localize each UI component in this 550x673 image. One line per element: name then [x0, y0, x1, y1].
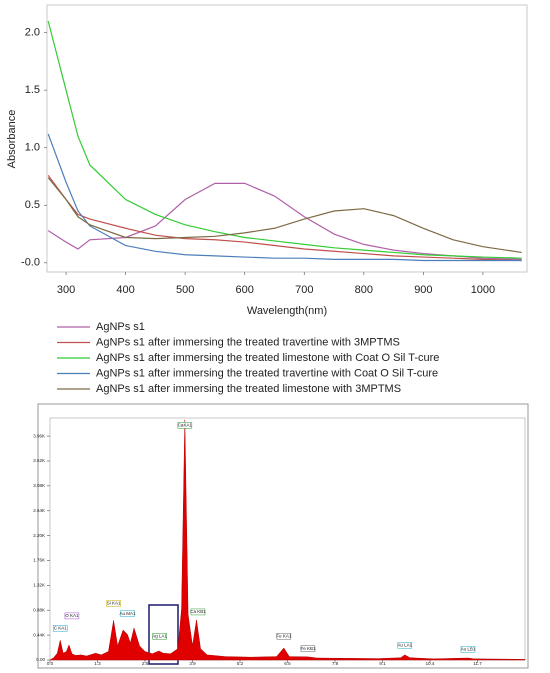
- x-tick-label: 6.5: [284, 661, 291, 666]
- x-tick-label: 1.3: [94, 661, 101, 666]
- y-tick-label: -0.0: [21, 257, 40, 269]
- x-tick-label: 11.7: [473, 661, 482, 666]
- x-axis-label: Wavelength(nm): [247, 305, 327, 317]
- y-tick-label: 1.0: [25, 142, 40, 154]
- x-tick-label: 700: [295, 284, 313, 296]
- legend-label: AgNPs s1 after immersing the treated lim…: [96, 383, 401, 395]
- y-tick-label: 3.96K: [33, 433, 45, 438]
- peak-label-box: [52, 625, 68, 632]
- highlight-box: [148, 604, 179, 665]
- peak-label: Ca KB1: [190, 609, 206, 614]
- series-line: [47, 20, 522, 259]
- legend-label: AgNPs s1 after immersing the treated tra…: [96, 336, 400, 348]
- peak-label: Ag LA1: [152, 633, 167, 638]
- plot-area: [46, 4, 528, 273]
- y-tick-label: 1.5: [25, 84, 40, 96]
- series-line: [47, 177, 522, 254]
- x-tick-label: 400: [116, 284, 134, 296]
- x-tick-label: 5.2: [237, 661, 244, 666]
- legend-label: AgNPs s1: [96, 321, 145, 333]
- series-line: [47, 133, 522, 262]
- legend-label: AgNPs s1 after immersing the treated tra…: [96, 367, 438, 379]
- x-tick-label: 3.9: [189, 661, 196, 666]
- y-tick-label: 0.88K: [33, 607, 45, 612]
- y-tick-label: 2.64K: [33, 508, 45, 513]
- y-tick-label: 0.00: [36, 657, 45, 662]
- spectrum-area: [49, 419, 526, 661]
- peak-label-box: [460, 646, 476, 653]
- y-tick-label: 0.5: [25, 199, 40, 211]
- y-tick-label: 3.08K: [33, 483, 45, 488]
- peak-label-box: [64, 612, 80, 620]
- x-tick-label: 800: [355, 284, 373, 296]
- y-tick-label: 2.20K: [33, 533, 45, 538]
- peak-label: C KA1: [54, 626, 68, 631]
- series-line: [47, 174, 522, 262]
- y-tick-label: 0.44K: [33, 632, 45, 637]
- peak-label: Au MA1: [119, 611, 136, 616]
- x-tick-label: 900: [414, 284, 432, 296]
- peak-label-box: [120, 610, 135, 617]
- x-tick-label: 2.6: [142, 661, 149, 666]
- x-tick-label: 10.4: [426, 661, 435, 666]
- y-tick-label: 1.32K: [33, 583, 45, 588]
- x-tick-label: 9.1: [379, 661, 386, 666]
- peak-label: Fe KA1: [276, 633, 292, 638]
- peak-label-box: [106, 600, 121, 607]
- peak-label-box: [300, 645, 316, 652]
- x-tick-label: 600: [236, 284, 254, 296]
- peak-label: Fe KB1: [300, 646, 316, 651]
- peak-label: Si KA1: [107, 601, 121, 606]
- peak-label: Au LA1: [397, 642, 412, 647]
- peak-label: Au LB1: [461, 646, 476, 651]
- peak-label-box: [276, 633, 292, 640]
- series-line: [47, 182, 522, 260]
- peak-label: CaKA1: [178, 423, 193, 428]
- x-tick-label: 7.8: [332, 661, 339, 666]
- legend-label: AgNPs s1 after immersing the treated lim…: [96, 352, 439, 364]
- x-tick-label: 0.0: [47, 661, 54, 666]
- y-tick-label: 3.52K: [33, 458, 45, 463]
- x-tick-label: 500: [176, 284, 194, 296]
- y-axis-label: Absorbance: [6, 110, 18, 169]
- peak-label-box: [152, 633, 167, 640]
- spectrum-frame: [37, 403, 529, 669]
- peak-label-box: [397, 642, 413, 649]
- peak-label-box: [177, 422, 193, 429]
- y-tick-label: 1.76K: [33, 558, 45, 563]
- peak-label-box: [190, 608, 206, 616]
- peak-label: O KA1: [65, 613, 79, 618]
- x-tick-label: 300: [57, 284, 75, 296]
- x-tick-label: 1000: [471, 284, 495, 296]
- y-tick-label: 2.0: [25, 27, 40, 39]
